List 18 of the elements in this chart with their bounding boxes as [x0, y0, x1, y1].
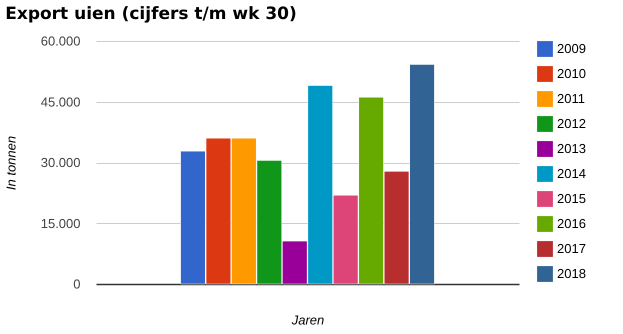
y-tick-label: 0: [73, 276, 80, 292]
legend-label: 2016: [557, 216, 586, 231]
legend-label: 2015: [557, 191, 586, 206]
legend-label: 2018: [557, 266, 586, 281]
legend-label: 2013: [557, 141, 586, 156]
y-tick-label: 60.000: [40, 34, 80, 48]
legend-label: 2010: [557, 66, 586, 81]
legend-label: 2017: [557, 241, 586, 256]
y-axis-title: In tonnen: [4, 136, 19, 190]
legend-label: 2012: [557, 116, 586, 131]
legend-label: 2014: [557, 166, 586, 181]
legend-label: 2011: [557, 91, 585, 106]
chart-title: Export uien (cijfers t/m wk 30): [5, 4, 297, 24]
x-axis-title: Jaren: [290, 312, 324, 328]
y-tick-label: 30.000: [40, 155, 80, 170]
y-tick-label: 15.000: [40, 216, 80, 231]
y-tick-label: 45.000: [40, 94, 80, 110]
legend-label: 2009: [557, 41, 586, 56]
